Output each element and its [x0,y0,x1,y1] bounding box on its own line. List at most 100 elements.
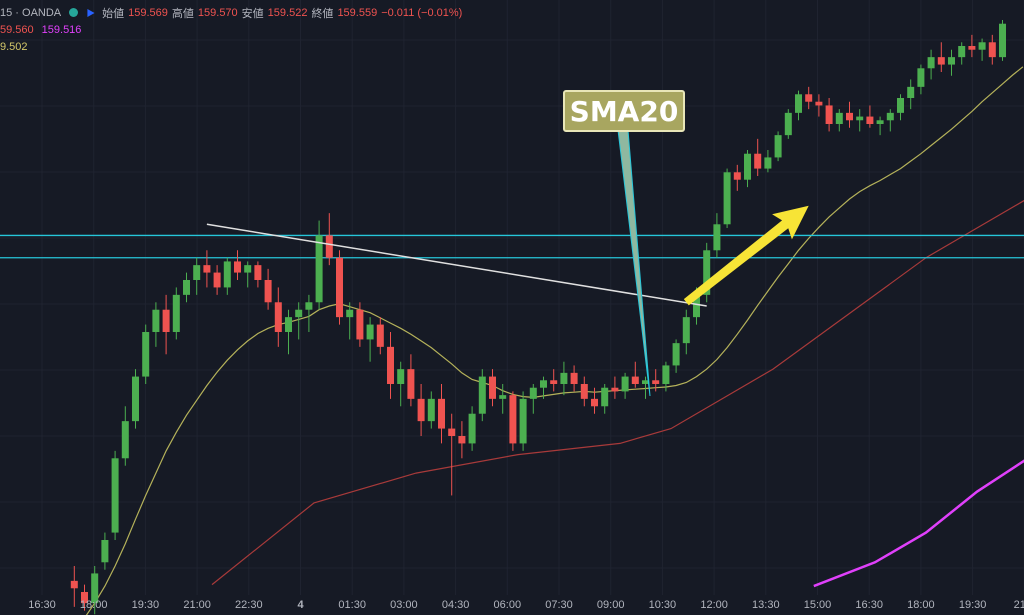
candle-body [621,376,629,392]
ma-row-1: 59.560 159.516 [0,21,462,38]
candle-body [70,580,78,589]
candle-body [907,86,915,98]
candle-body [611,387,619,392]
candle-body [540,380,547,388]
candle-body [254,265,262,280]
candle-body [203,265,211,273]
x-tick-label: 07:30 [545,599,573,611]
candle-body [213,272,221,288]
candle-body [805,94,813,102]
candle-body [509,395,517,444]
candle-body [713,224,721,251]
candle-body [652,380,660,384]
candle-body [703,250,711,295]
x-tick-label: 06:00 [494,599,522,611]
open-value: 159.569 [128,6,168,19]
close-value: 159.559 [337,6,378,19]
candle-body [744,153,751,180]
x-tick-label: 03:00 [390,599,418,611]
candle-body [978,42,986,50]
candle-body [356,309,364,340]
candle-body [407,369,415,399]
ma-value-magenta: 159.516 [41,23,82,36]
candle-body [111,458,119,533]
candle-body [693,294,700,318]
candle-body [795,94,802,113]
candle-body [825,105,833,124]
sma20-callout[interactable]: SMA20 [563,90,685,132]
candle-body [162,309,170,332]
candle-body [478,376,486,414]
candle-body [193,265,201,280]
trendline [206,223,707,307]
candle-body [152,309,160,332]
x-tick-label: 19:30 [132,599,160,611]
open-label: 始値 [102,7,125,20]
candle-body [489,376,496,399]
candle-body [468,413,476,444]
candle-body [948,57,955,65]
high-label: 高値 [171,7,194,20]
x-tick-label: 18:00 [907,599,935,611]
candle-body [183,280,190,295]
candle-body [285,317,292,332]
candle-body [315,235,323,303]
symbol-label[interactable]: 15 · OANDA [0,6,62,19]
candle-body [397,369,405,384]
candle-body [438,398,445,429]
candle-body [264,280,272,303]
candle-body [958,46,966,58]
candle-body [81,592,88,604]
low-label: 安値 [241,7,264,20]
candle-body [244,265,252,273]
candle-body [499,395,507,399]
x-axis: 16:30 18:00 19:30 21:00 22:30 4 01:30 03:00 04:3… [28,599,1024,611]
close-label: 終値 [311,7,334,20]
candle-body [876,120,884,124]
candle-body [886,112,894,121]
candle-body [591,398,598,407]
x-tick-label: 15:00 [804,599,832,611]
candle-body [519,398,527,444]
moving-average-lines [85,66,1024,615]
candle-body [580,384,588,399]
horizontal-levels [0,234,1024,259]
candle-body [550,380,558,384]
candle-body [325,235,333,258]
candle-body [601,387,609,407]
x-tick-label: 18:00 [80,599,108,611]
ma-line-magenta [813,459,1024,588]
candle-body [387,346,394,384]
candle-body [672,343,680,366]
x-tick-label: 22:30 [235,599,263,611]
x-tick-label: 13:30 [752,599,780,611]
x-tick-label: 21:00 [183,599,211,611]
candle-body [733,172,741,180]
candle-body [376,324,384,347]
candle-body [295,309,303,318]
callout-pointer [617,129,651,397]
x-tick-label: 10:30 [649,599,677,611]
candle-body [764,157,772,169]
candle-body [988,42,996,58]
candle-body [305,302,313,310]
x-tick-label: 4 [297,599,304,611]
market-status-icon [69,8,79,17]
grid-lines [0,0,1024,595]
candle-body [132,376,139,422]
high-value: 159.570 [197,6,238,19]
sma20-line [85,66,1024,615]
candle-body [458,436,466,444]
candle-body [570,372,578,384]
candle-body [529,387,537,399]
flag-icon[interactable] [87,8,95,17]
x-tick-label: 19:30 [959,599,987,611]
trend-arrow-shape [683,205,809,306]
candle-body [662,365,670,384]
x-tick-label: 16:30 [28,599,56,611]
sma20-callout-label: SMA20 [569,94,679,128]
candle-body [448,428,456,436]
candle-body [917,68,925,87]
drawings [206,129,809,397]
